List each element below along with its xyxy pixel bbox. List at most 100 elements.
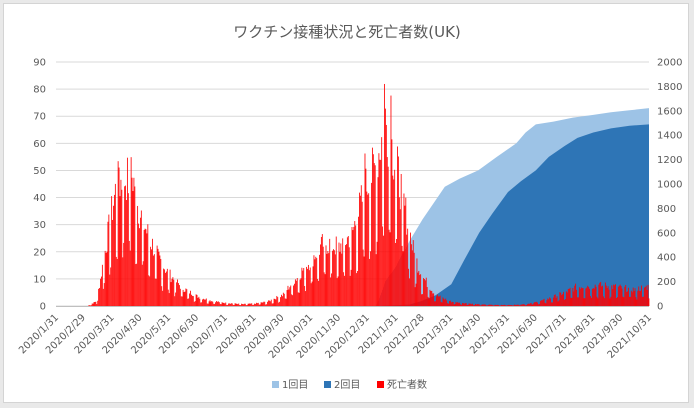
death-bar [531, 304, 533, 306]
death-bar [140, 210, 142, 306]
death-bar [351, 227, 353, 306]
death-bar [179, 288, 181, 306]
death-bar [592, 288, 594, 306]
death-bar [628, 287, 629, 306]
death-bar [433, 293, 435, 306]
death-bar [596, 296, 598, 306]
death-bar [373, 163, 375, 306]
death-bar [460, 304, 461, 306]
death-bar [155, 278, 157, 306]
death-bar [92, 303, 94, 306]
death-bar [591, 288, 593, 306]
death-bar [328, 253, 330, 306]
death-bar [357, 271, 358, 306]
death-bar [249, 303, 251, 306]
death-bar [575, 283, 577, 306]
death-bar [157, 248, 159, 306]
death-bar [209, 300, 211, 306]
death-bar [480, 305, 482, 306]
death-bar [125, 185, 126, 306]
death-bar [274, 298, 276, 306]
death-bar [389, 232, 391, 306]
death-bar [198, 296, 200, 306]
death-bar [591, 297, 592, 306]
dose2-area [376, 124, 649, 307]
death-bar [481, 304, 483, 306]
death-bar [282, 292, 284, 306]
death-bar [321, 234, 323, 306]
y-right-tick-label: 800 [657, 204, 676, 215]
death-bar [407, 228, 409, 306]
death-bar [599, 282, 601, 306]
death-bar [327, 250, 329, 306]
death-bar [276, 295, 278, 306]
death-bar [645, 285, 647, 306]
death-bar [554, 294, 556, 306]
death-bar [333, 250, 335, 306]
death-bar [268, 300, 269, 306]
death-bar [342, 238, 344, 306]
death-bar [233, 304, 235, 306]
death-bar [510, 305, 512, 306]
death-bar [633, 290, 635, 306]
death-bar [119, 196, 121, 306]
death-bar [114, 194, 115, 306]
death-bar [588, 286, 590, 306]
death-bar [226, 304, 228, 306]
y-right-tick-label: 200 [657, 277, 676, 288]
death-bar [605, 285, 607, 306]
death-bar [177, 279, 178, 306]
death-bar [132, 191, 134, 306]
death-bar [475, 304, 477, 306]
death-bar [280, 297, 281, 306]
death-bar [268, 300, 270, 306]
death-bar [438, 296, 440, 306]
death-bar [639, 290, 641, 306]
death-bar [459, 302, 461, 306]
death-bar [532, 304, 534, 306]
death-bar [247, 303, 249, 306]
death-bar [559, 292, 561, 306]
death-bar [522, 304, 524, 306]
death-bar [380, 159, 382, 306]
death-bar [294, 283, 295, 306]
death-bar [447, 303, 448, 306]
death-bar [374, 165, 376, 306]
death-bar [584, 298, 586, 306]
death-bar [627, 291, 629, 306]
death-bar [188, 298, 190, 306]
death-bar [455, 301, 457, 306]
death-bar [442, 297, 444, 306]
legend-label: 1回目 [282, 379, 308, 391]
death-bar [484, 304, 486, 306]
death-bar [603, 296, 604, 306]
death-bar [356, 273, 358, 306]
death-bar [107, 221, 109, 306]
death-bar [606, 288, 608, 306]
death-bar [623, 297, 625, 306]
death-bar [644, 286, 646, 306]
death-bar [452, 302, 454, 306]
death-bar [435, 301, 436, 306]
death-bar [272, 303, 274, 306]
death-bar [331, 273, 332, 306]
death-bar [204, 299, 205, 306]
death-bar [353, 226, 355, 306]
death-bar [230, 303, 231, 306]
y-right-tick-label: 2000 [657, 58, 682, 69]
death-bar [424, 280, 426, 306]
death-bar [495, 304, 497, 306]
death-bar [242, 304, 244, 306]
death-bar [513, 304, 515, 306]
death-bar [462, 303, 464, 306]
death-bar [248, 303, 250, 306]
death-bar [613, 284, 615, 306]
death-bar [621, 288, 623, 306]
death-bar [343, 272, 345, 306]
death-bar [352, 230, 354, 306]
death-bar [494, 304, 496, 306]
death-bar [336, 278, 338, 306]
death-bar [423, 278, 424, 306]
death-bar [393, 179, 395, 306]
death-bar [192, 296, 194, 306]
